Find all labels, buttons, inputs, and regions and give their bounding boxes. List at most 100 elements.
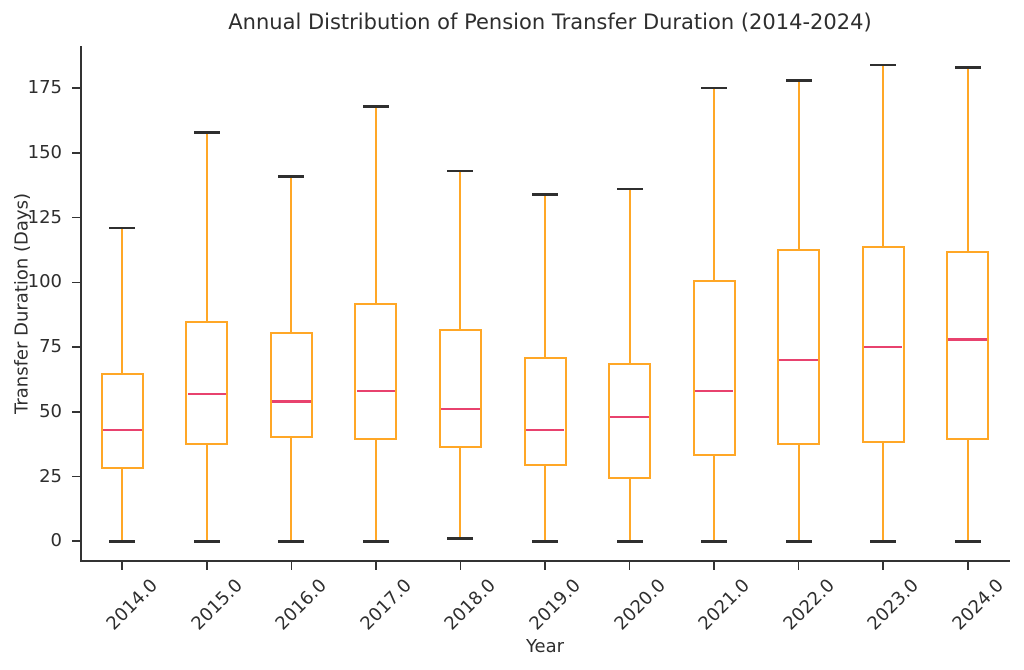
x-tick-mark xyxy=(290,562,293,570)
x-tick-label: 2021.0 xyxy=(694,575,754,635)
y-tick-label: 75 xyxy=(39,336,62,358)
plot-area: 0 25 50 75 100 125 150 175 2014.0 2015.0 2016.0 201… xyxy=(28,46,1010,634)
iqr-box xyxy=(523,357,567,467)
median-line xyxy=(779,358,818,362)
median-line xyxy=(525,428,565,432)
upper-whisker-cap xyxy=(193,130,220,134)
y-tick-label: 150 xyxy=(27,141,62,163)
upper-whisker xyxy=(374,106,377,304)
lower-whisker xyxy=(797,445,800,542)
x-tick-mark xyxy=(375,562,377,570)
iqr-box xyxy=(861,246,905,443)
x-tick-label: 2016.0 xyxy=(271,575,332,635)
x-tick-mark xyxy=(882,562,885,570)
upper-whisker-cap xyxy=(785,79,812,82)
x-tick-label: 2017.0 xyxy=(356,575,416,635)
upper-whisker-cap xyxy=(616,187,643,191)
x-tick-mark xyxy=(459,562,462,570)
lower-whisker-cap xyxy=(870,539,897,543)
iqr-box xyxy=(269,331,313,438)
lower-whisker-cap xyxy=(447,537,474,540)
median-line xyxy=(694,389,734,393)
iqr-box xyxy=(354,303,398,441)
upper-whisker xyxy=(966,67,969,252)
y-tick-mark xyxy=(72,540,80,543)
x-tick-label: 2022.0 xyxy=(779,575,839,635)
x-tick-mark xyxy=(205,562,208,570)
x-axis-label: Year xyxy=(525,636,565,657)
lower-whisker-cap xyxy=(954,539,981,543)
median-line xyxy=(356,389,396,393)
x-tick-mark xyxy=(121,562,124,570)
lower-whisker xyxy=(882,442,885,542)
median-line xyxy=(863,345,903,349)
lower-whisker xyxy=(544,466,546,542)
x-tick-label: 2014.0 xyxy=(102,575,163,635)
lower-whisker xyxy=(966,440,969,542)
median-line xyxy=(102,428,142,432)
lower-whisker xyxy=(205,445,208,542)
y-tick-label: 175 xyxy=(27,77,62,99)
iqr-box xyxy=(777,248,821,446)
y-tick-mark xyxy=(72,87,80,90)
iqr-box xyxy=(608,362,652,480)
lower-whisker xyxy=(290,437,293,542)
upper-whisker xyxy=(290,176,293,332)
y-tick-label: 100 xyxy=(27,271,62,293)
median-line xyxy=(187,392,227,395)
lower-whisker-cap xyxy=(701,539,728,543)
median-line xyxy=(441,408,480,411)
lower-whisker xyxy=(628,479,631,542)
y-tick-mark xyxy=(72,410,80,413)
x-tick-label: 2023.0 xyxy=(863,575,924,635)
median-line xyxy=(610,415,649,419)
iqr-box xyxy=(692,279,736,456)
y-tick-label: 50 xyxy=(39,400,62,422)
x-tick-mark xyxy=(713,562,715,570)
median-line xyxy=(948,338,988,341)
upper-whisker xyxy=(121,228,124,373)
y-tick-label: 0 xyxy=(50,530,62,552)
lower-whisker-cap xyxy=(109,539,136,543)
upper-whisker-cap xyxy=(362,105,389,108)
upper-whisker xyxy=(713,88,716,280)
lower-whisker xyxy=(459,448,462,539)
iqr-box xyxy=(185,321,229,446)
upper-whisker xyxy=(797,80,800,249)
left-spine xyxy=(80,46,82,562)
y-tick-label: 25 xyxy=(39,465,62,487)
y-tick-mark xyxy=(72,281,80,284)
upper-whisker xyxy=(882,64,885,247)
x-tick-mark xyxy=(966,562,969,570)
y-tick-mark xyxy=(72,346,80,348)
x-tick-mark xyxy=(628,562,631,570)
lower-whisker xyxy=(374,440,377,542)
x-tick-mark xyxy=(797,562,800,570)
upper-whisker-cap xyxy=(447,169,474,173)
lower-whisker-cap xyxy=(532,539,558,543)
x-tick-label: 2018.0 xyxy=(440,575,501,635)
upper-whisker-cap xyxy=(278,174,305,178)
upper-whisker-cap xyxy=(701,86,728,90)
lower-whisker-cap xyxy=(362,539,389,543)
upper-whisker-cap xyxy=(109,226,136,230)
upper-whisker-cap xyxy=(870,63,897,67)
bottom-spine xyxy=(80,560,1010,562)
upper-whisker xyxy=(205,132,208,322)
upper-whisker xyxy=(459,171,462,329)
chart-title: Annual Distribution of Pension Transfer … xyxy=(228,10,872,34)
upper-whisker xyxy=(628,189,631,363)
y-tick-mark xyxy=(72,475,80,478)
lower-whisker-cap xyxy=(193,539,220,543)
upper-whisker xyxy=(544,194,546,358)
x-tick-label: 2019.0 xyxy=(525,575,585,635)
upper-whisker-cap xyxy=(532,193,558,196)
y-tick-mark xyxy=(72,216,80,219)
x-tick-label: 2015.0 xyxy=(187,575,247,635)
iqr-box xyxy=(438,328,482,449)
y-tick-mark xyxy=(72,152,80,154)
x-tick-label: 2024.0 xyxy=(948,575,1008,635)
x-tick-mark xyxy=(544,562,546,570)
iqr-box xyxy=(100,372,144,469)
